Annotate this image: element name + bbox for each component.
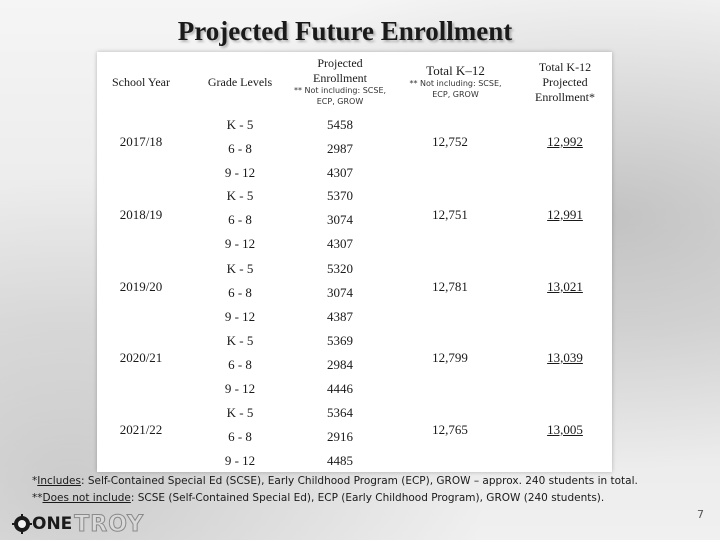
one-troy-logo: ONE TROY (12, 511, 145, 537)
grade-label: 6 - 8 (228, 212, 252, 227)
grade-label: 9 - 12 (224, 381, 256, 396)
footnote-excludes-text: : SCSE (Self-Contained Special Ed), ECP … (130, 492, 605, 504)
enrollment-value: 2987 (327, 141, 353, 156)
enrollment-value: 5320 (327, 261, 353, 276)
header-total-k12-projected: Total K-12 Projected Enrollment* (515, 52, 615, 112)
enrollment-value: 2916 (327, 429, 353, 444)
enrollment-value: 4307 (327, 165, 353, 180)
enrollment-value: 5370 (327, 188, 353, 203)
total-k12-value: 12,781 (432, 279, 468, 294)
enrollment-value: 4307 (327, 236, 353, 251)
page-title: Projected Future Enrollment (177, 16, 513, 46)
header-projected-enrollment-label: Projected Enrollment (313, 56, 367, 86)
total-k12-value: 12,752 (432, 134, 468, 149)
grade-label: K - 5 (226, 117, 254, 132)
footnote-includes-text: : Self-Contained Special Ed (SCSE), Earl… (80, 475, 638, 487)
grade-label: 6 - 8 (228, 357, 252, 372)
footnote-excludes-prefix: ** (32, 492, 43, 504)
logo-text-troy: TROY (74, 511, 145, 537)
row-year: 2021/22 (119, 422, 163, 437)
enrollment-value: 3074 (327, 212, 353, 227)
page-number: 7 (697, 508, 704, 521)
enrollment-value: 4446 (327, 381, 353, 396)
projected-total-value: 12,991 (547, 207, 583, 222)
gear-logo-icon (12, 514, 32, 534)
row-year: 2017/18 (119, 134, 163, 149)
enrollment-value: 3074 (327, 285, 353, 300)
projected-total-value: 13,021 (547, 279, 583, 294)
grade-label: 6 - 8 (228, 429, 252, 444)
header-total-k12-label: Total K–12 (426, 63, 485, 79)
grade-label: 6 - 8 (228, 285, 252, 300)
footnote-excludes: **Does not include: SCSE (Self-Contained… (32, 492, 702, 504)
enrollment-value: 5364 (327, 405, 353, 420)
header-projected-enrollment: Projected Enrollment ** Not including: S… (285, 52, 395, 112)
footnote-includes: *Includes: Self-Contained Special Ed (SC… (32, 475, 702, 487)
total-k12-value: 12,799 (432, 350, 468, 365)
enrollment-value: 4485 (327, 453, 353, 468)
grade-label: 9 - 12 (224, 309, 256, 324)
enrollment-value: 5369 (327, 333, 353, 348)
grade-label: 9 - 12 (224, 165, 256, 180)
projected-total-value: 13,005 (547, 422, 583, 437)
grade-label: K - 5 (226, 333, 254, 348)
footnote-includes-prefix: * (32, 475, 38, 487)
header-school-year: School Year (111, 74, 170, 89)
total-k12-value: 12,765 (432, 422, 468, 437)
logo-text-one: ONE (32, 514, 73, 534)
header-total-k12: Total K–12 ** Not including: SCSE, ECP, … (398, 52, 513, 112)
grade-label: 9 - 12 (224, 236, 256, 251)
projected-total-value: 12,992 (547, 134, 583, 149)
grade-label: K - 5 (226, 188, 254, 203)
grade-label: K - 5 (226, 405, 254, 420)
enrollment-value: 2984 (327, 357, 353, 372)
row-year: 2020/21 (119, 350, 163, 365)
total-k12-value: 12,751 (432, 207, 468, 222)
footnote-includes-label: Includes (37, 475, 81, 487)
grade-label: K - 5 (226, 261, 254, 276)
projected-total-value: 13,039 (547, 350, 583, 365)
header-grade-levels: Grade Levels (207, 74, 273, 89)
enrollment-table-panel (97, 52, 612, 472)
header-total-k12-projected-label: Total K-12 Projected Enrollment* (535, 59, 595, 104)
enrollment-value: 5458 (327, 117, 353, 132)
grade-label: 9 - 12 (224, 453, 256, 468)
header-projected-enrollment-note: ** Not including: SCSE, ECP, GROW (293, 86, 387, 106)
row-year: 2019/20 (119, 279, 163, 294)
row-year: 2018/19 (119, 207, 163, 222)
enrollment-value: 4387 (327, 309, 353, 324)
grade-label: 6 - 8 (228, 141, 252, 156)
footnote-excludes-label: Does not include (42, 492, 131, 504)
header-total-k12-note: ** Not including: SCSE, ECP, GROW (409, 79, 502, 100)
